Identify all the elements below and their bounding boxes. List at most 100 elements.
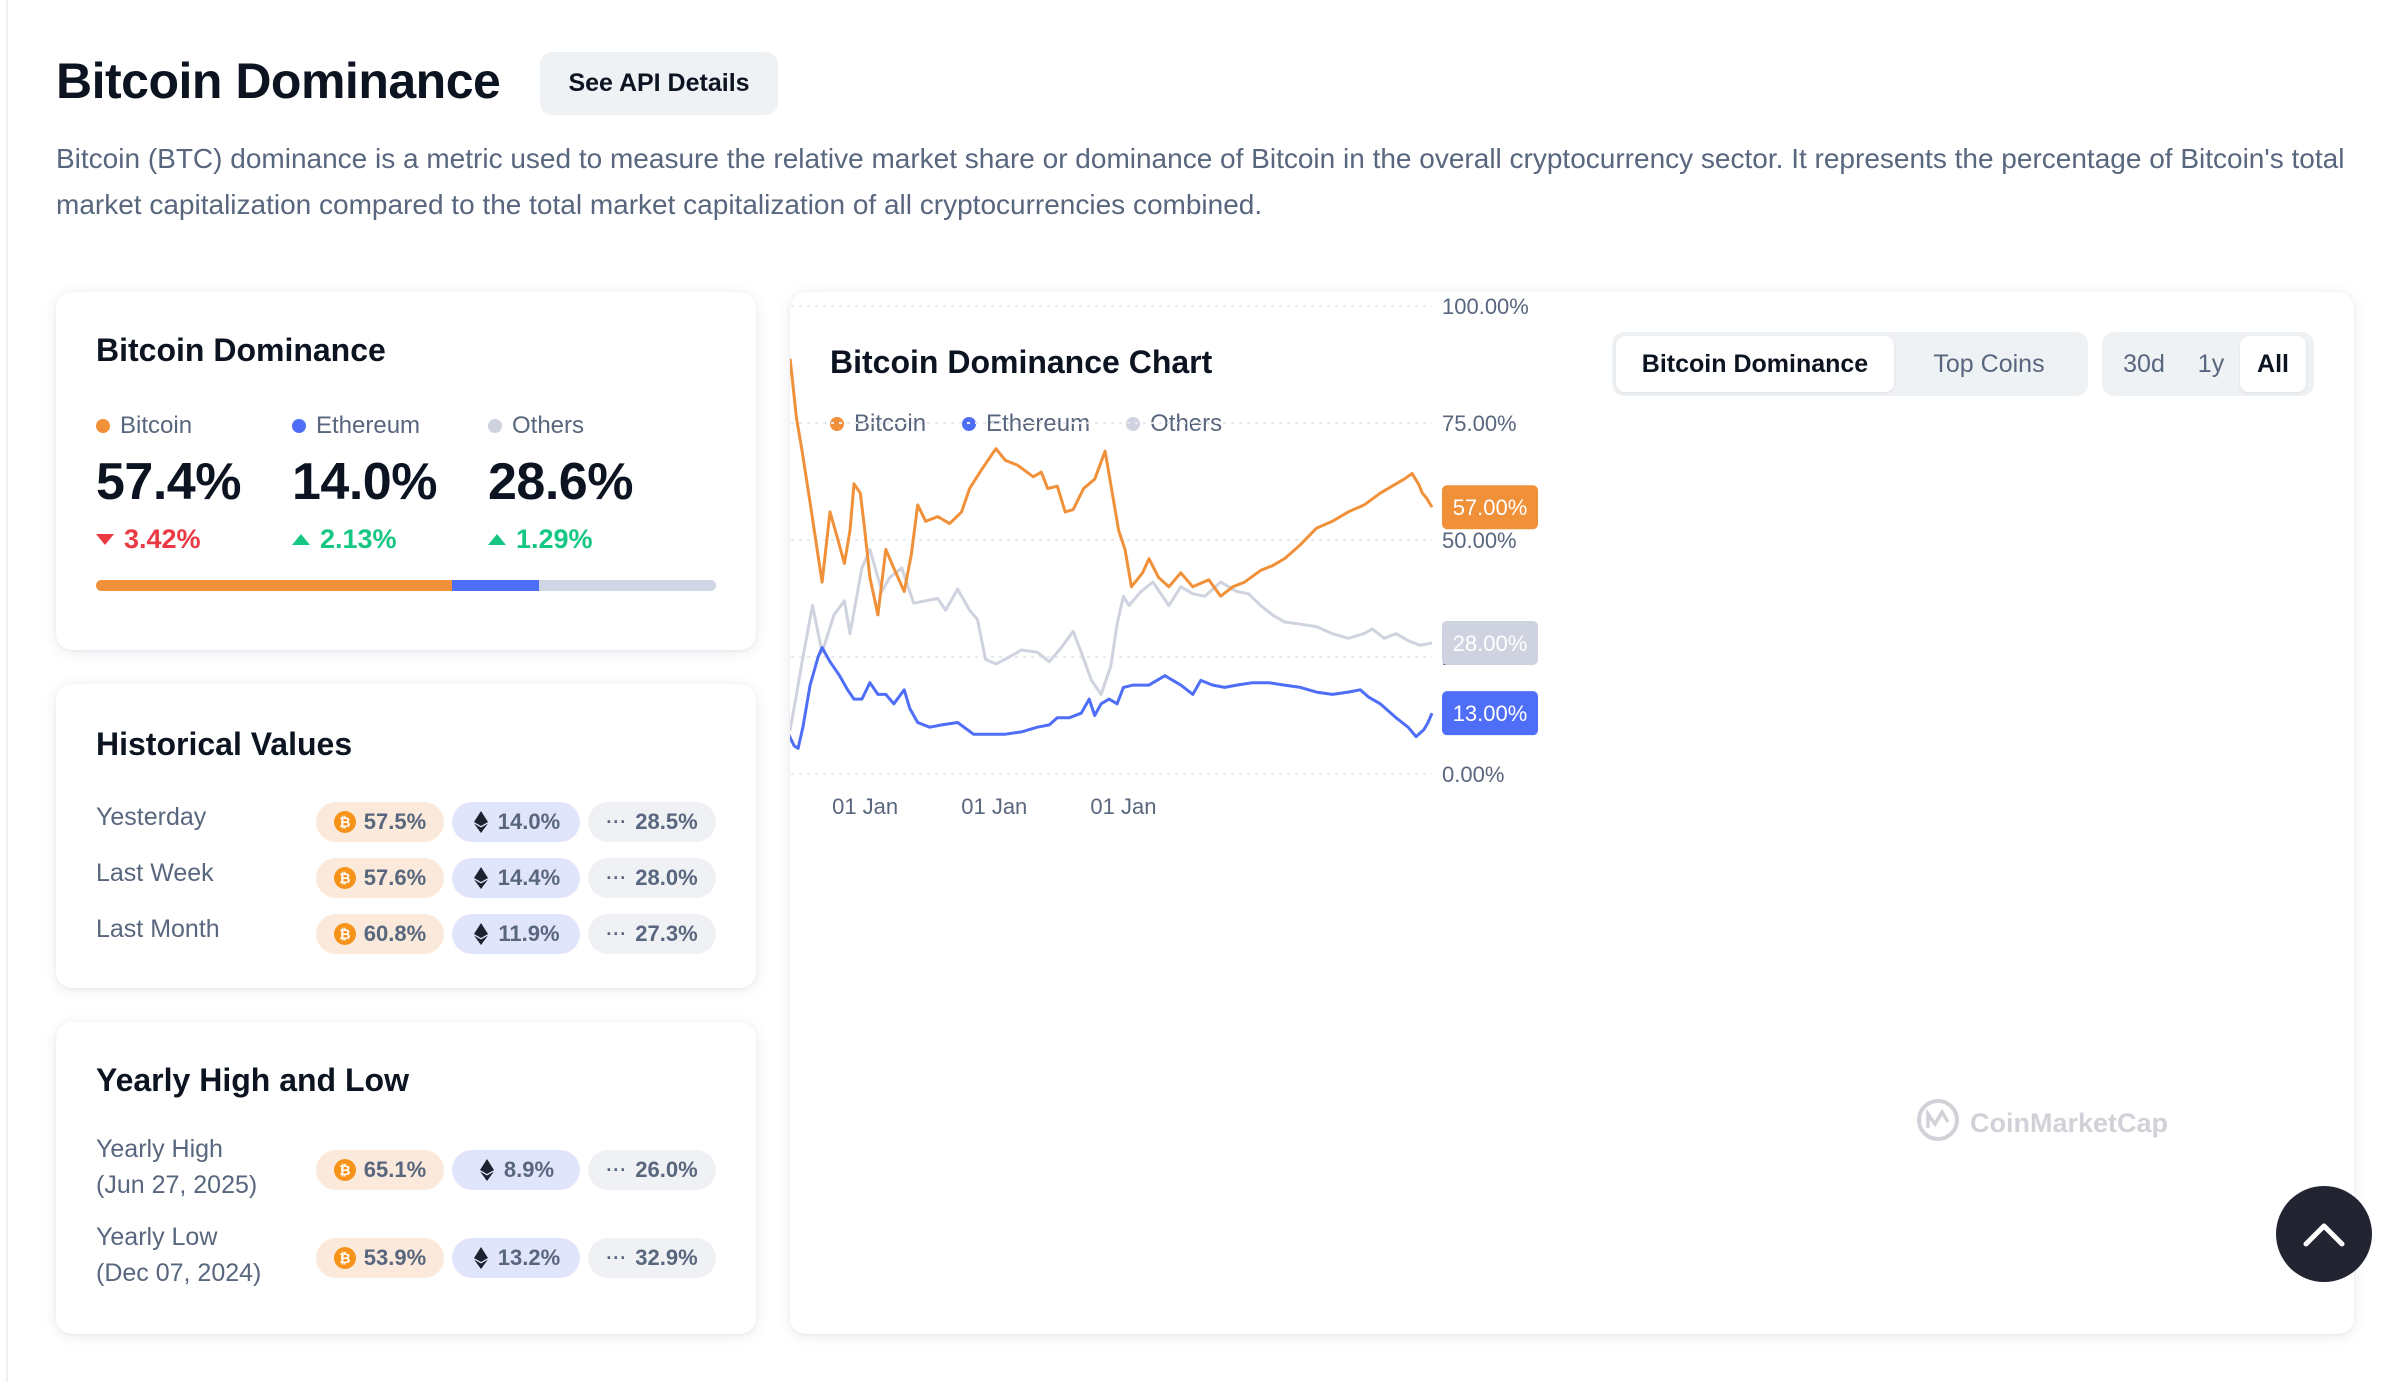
yearly-row-date: (Jun 27, 2025) [96,1171,258,1199]
summary-others-change: 1.29% [488,524,633,555]
last-value-badge-bg [1442,691,1538,736]
summary-others-legend: Others [488,412,633,440]
range-30d[interactable]: 30d [2123,349,2165,378]
btc-value-pill: ₿ 60.8% [316,914,444,954]
more-dots-icon: ··· [606,867,628,888]
others-value-pill: ··· 26.0% [588,1150,716,1190]
summary-bitcoin-change-value: 3.42% [124,524,201,554]
bitcoin-coin-icon: ₿ [333,811,356,833]
summary-bitcoin-change: 3.42% [96,524,241,555]
y-tick-label: 75.00% [1442,411,1517,436]
share-bar-ethereum [451,580,539,591]
caret-up-icon [292,534,310,545]
x-tick-label: 01 Jan [832,794,898,819]
summary-others-value: 28.6% [488,453,633,511]
btc-value-pill: ₿ 65.1% [316,1150,444,1190]
summary-ethereum-legend: Ethereum [292,412,437,440]
last-value-badge-bitcoin: 57.00% [1442,485,1538,530]
gridlines [790,305,1432,775]
y-tick-label: 100.00% [1442,294,1529,319]
legend-bitcoin-label: Bitcoin [854,410,927,437]
historical-row: Yesterday ₿ 57.5% 14.0% ··· 28.5% [96,802,716,842]
range-all[interactable]: All [2240,336,2306,392]
btc-value-pill: ₿ 57.5% [316,802,444,842]
series-line-bitcoin [790,358,1434,617]
historical-row-label: Last Month [96,915,220,943]
btc-value: 53.9% [363,1245,427,1270]
others-value-pill: ··· 27.3% [588,914,716,954]
dominance-summary-card: Bitcoin Dominance Bitcoin 57.4% 3.42% Et… [56,292,756,650]
yearly-row: Yearly High (Jun 27, 2025) ₿ 65.1% 8.9% ·… [96,1134,716,1210]
eth-value: 14.0% [497,809,561,834]
ethereum-dot-icon [292,419,306,433]
tab-bitcoin-dominance[interactable]: Bitcoin Dominance [1616,336,1894,392]
bitcoin-dot-icon [96,419,110,433]
btc-value-pill: ₿ 57.6% [316,858,444,898]
chart-title: Bitcoin Dominance Chart [830,344,1213,380]
legend-others[interactable]: Others [1126,410,1222,438]
see-api-details-button[interactable]: See API Details [540,52,778,115]
more-dots-icon: ··· [606,811,628,832]
last-value-badge-bg [1442,620,1538,665]
eth-value: 8.9% [503,1157,555,1182]
eth-value-pill: 8.9% [452,1150,580,1190]
dominance-line-chart[interactable]: CoinMarketCap 100.00%75.00%50.00%25.00%0… [790,292,2354,1334]
summary-others: Others 28.6% 1.29% [488,412,633,555]
others-value-pill: ··· 32.9% [588,1238,716,1278]
bitcoin-dot-icon [830,417,844,431]
btc-value-pill: ₿ 53.9% [316,1238,444,1278]
btc-value: 57.5% [363,809,427,834]
historical-values-card: Historical Values Yesterday ₿ 57.5% 14.0%… [56,684,756,988]
page-title: Bitcoin Dominance [56,53,501,109]
yearly-row: Yearly Low (Dec 07, 2024) ₿ 53.9% 13.2% ·… [96,1222,716,1298]
btc-value: 57.6% [363,865,427,890]
more-dots-icon: ··· [606,923,628,944]
scroll-to-top-button[interactable] [2276,1186,2372,1282]
last-value-badge-text: 57.00% [1453,495,1528,520]
summary-ethereum: Ethereum 14.0% 2.13% [292,412,437,555]
others-value: 27.3% [635,921,698,946]
summary-ethereum-label: Ethereum [316,412,421,439]
page-left-border [6,0,8,1382]
coinmarketcap-logo-mark [1926,1108,1950,1128]
chevron-up-icon [2303,1223,2345,1247]
others-value-pill: ··· 28.0% [588,858,716,898]
historical-row: Last Week ₿ 57.6% 14.4% ··· 28.0% [96,858,716,898]
range-1y[interactable]: 1y [2197,349,2225,378]
share-bar-bitcoin [96,580,452,591]
bitcoin-coin-icon: ₿ [333,923,356,945]
summary-ethereum-change-value: 2.13% [320,524,397,554]
chart-view-toggle: Bitcoin Dominance Top Coins [1612,332,2088,396]
share-bar-others [538,580,716,591]
ethereum-coin-icon [479,1159,494,1181]
historical-title: Historical Values [96,726,353,762]
summary-ethereum-value: 14.0% [292,453,437,511]
ethereum-coin-icon [473,1247,488,1269]
page-description: Bitcoin (BTC) dominance is a metric used… [56,143,2345,220]
summary-bitcoin-legend: Bitcoin [96,412,241,440]
caret-down-icon [96,534,114,545]
series-line-ethereum [790,646,1434,750]
yearly-row-label: Yearly Low [96,1223,218,1251]
series-line-others [790,547,1433,731]
others-value-pill: ··· 28.5% [588,802,716,842]
tab-top-coins[interactable]: Top Coins [1933,349,2045,378]
y-tick-label: 50.00% [1442,528,1517,553]
more-dots-icon: ··· [606,1159,628,1180]
eth-value-pill: 14.4% [452,858,580,898]
others-dot-icon [488,419,502,433]
bitcoin-coin-icon: ₿ [333,1159,356,1181]
btc-value: 60.8% [363,921,427,946]
x-tick-label: 01 Jan [961,794,1027,819]
historical-row-label: Last Week [96,859,214,887]
eth-value: 11.9% [498,921,560,946]
last-value-badge-text: 13.00% [1453,701,1528,726]
summary-bitcoin-label: Bitcoin [120,412,193,439]
legend-bitcoin[interactable]: Bitcoin [830,410,926,438]
coinmarketcap-logo-icon [1917,1099,1959,1141]
yearly-title: Yearly High and Low [96,1062,409,1098]
others-value: 32.9% [635,1245,698,1270]
eth-value-pill: 13.2% [452,1238,580,1278]
last-value-badge-text: 28.00% [1453,631,1528,656]
last-value-badge-ethereum: 13.00% [1442,691,1538,736]
